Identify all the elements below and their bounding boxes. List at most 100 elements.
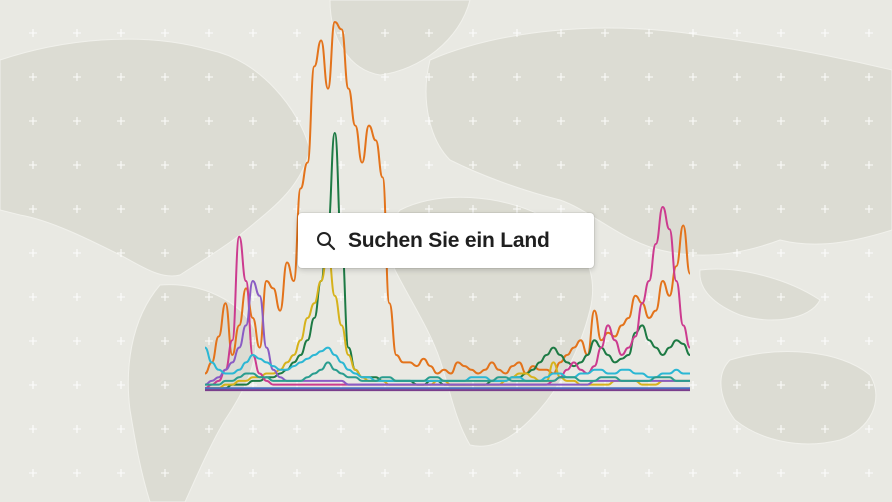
grid-plus-marker bbox=[161, 117, 169, 125]
grid-plus-marker bbox=[689, 249, 697, 257]
grid-plus-marker bbox=[73, 29, 81, 37]
grid-plus-marker bbox=[293, 425, 301, 433]
grid-plus-marker bbox=[293, 117, 301, 125]
grid-plus-marker bbox=[205, 425, 213, 433]
grid-plus-marker bbox=[777, 425, 785, 433]
grid-plus-marker bbox=[865, 117, 873, 125]
grid-plus-marker bbox=[293, 73, 301, 81]
grid-plus-marker bbox=[117, 73, 125, 81]
grid-plus-marker bbox=[689, 161, 697, 169]
grid-plus-marker bbox=[469, 117, 477, 125]
grid-plus-marker bbox=[557, 205, 565, 213]
grid-plus-marker bbox=[29, 293, 37, 301]
grid-plus-marker bbox=[381, 469, 389, 477]
grid-plus-marker bbox=[29, 205, 37, 213]
grid-plus-marker bbox=[777, 293, 785, 301]
grid-plus-marker bbox=[249, 29, 257, 37]
grid-plus-marker bbox=[645, 205, 653, 213]
grid-plus-marker bbox=[117, 205, 125, 213]
grid-plus-marker bbox=[161, 381, 169, 389]
grid-plus-marker bbox=[205, 73, 213, 81]
grid-plus-marker bbox=[777, 205, 785, 213]
grid-plus-marker bbox=[821, 205, 829, 213]
grid-plus-marker bbox=[161, 161, 169, 169]
grid-plus-marker bbox=[865, 337, 873, 345]
grid-plus-marker bbox=[469, 29, 477, 37]
grid-plus-marker bbox=[161, 73, 169, 81]
grid-plus-marker bbox=[557, 469, 565, 477]
grid-plus-marker bbox=[469, 293, 477, 301]
grid-plus-marker bbox=[73, 469, 81, 477]
grid-plus-marker bbox=[469, 469, 477, 477]
grid-plus-marker bbox=[777, 29, 785, 37]
grid-plus-marker bbox=[865, 293, 873, 301]
grid-plus-marker bbox=[733, 381, 741, 389]
grid-plus-marker bbox=[865, 161, 873, 169]
grid-plus-marker bbox=[161, 337, 169, 345]
grid-plus-marker bbox=[73, 425, 81, 433]
grid-plus-marker bbox=[29, 425, 37, 433]
grid-plus-marker bbox=[865, 73, 873, 81]
grid-plus-marker bbox=[821, 73, 829, 81]
grid-plus-marker bbox=[689, 117, 697, 125]
grid-plus-marker bbox=[513, 205, 521, 213]
grid-plus-marker bbox=[689, 381, 697, 389]
grid-plus-marker bbox=[73, 293, 81, 301]
grid-plus-marker bbox=[557, 73, 565, 81]
grid-plus-marker bbox=[865, 29, 873, 37]
grid-plus-marker bbox=[29, 161, 37, 169]
grid-plus-marker bbox=[777, 469, 785, 477]
grid-plus-marker bbox=[821, 293, 829, 301]
grid-plus-marker bbox=[733, 249, 741, 257]
grid-plus-marker bbox=[117, 425, 125, 433]
grid-plus-marker bbox=[205, 117, 213, 125]
grid-plus-marker bbox=[601, 249, 609, 257]
grid-plus-marker bbox=[381, 29, 389, 37]
grid-plus-marker bbox=[337, 73, 345, 81]
grid-plus-marker bbox=[821, 249, 829, 257]
grid-plus-marker bbox=[249, 469, 257, 477]
grid-plus-marker bbox=[117, 29, 125, 37]
grid-plus-marker bbox=[117, 381, 125, 389]
grid-plus-marker bbox=[161, 469, 169, 477]
grid-plus-marker bbox=[73, 337, 81, 345]
grid-plus-marker bbox=[381, 117, 389, 125]
grid-plus-marker bbox=[205, 469, 213, 477]
grid-plus-marker bbox=[469, 425, 477, 433]
grid-plus-marker bbox=[249, 117, 257, 125]
grid-plus-marker bbox=[293, 29, 301, 37]
country-search-box[interactable]: Suchen Sie ein Land bbox=[298, 213, 594, 268]
grid-plus-marker bbox=[425, 161, 433, 169]
grid-plus-marker bbox=[733, 469, 741, 477]
grid-plus-marker bbox=[29, 337, 37, 345]
grid-plus-marker bbox=[249, 73, 257, 81]
grid-plus-marker bbox=[117, 469, 125, 477]
grid-plus-marker bbox=[557, 117, 565, 125]
grid-plus-marker bbox=[513, 425, 521, 433]
grid-plus-marker bbox=[821, 117, 829, 125]
grid-plus-marker bbox=[381, 425, 389, 433]
grid-plus-marker bbox=[73, 73, 81, 81]
grid-plus-marker bbox=[469, 161, 477, 169]
grid-plus-marker bbox=[557, 337, 565, 345]
grid-plus-marker bbox=[865, 425, 873, 433]
grid-plus-marker bbox=[205, 29, 213, 37]
grid-plus-marker bbox=[337, 469, 345, 477]
grid-plus-marker bbox=[337, 293, 345, 301]
grid-plus-marker bbox=[249, 425, 257, 433]
series-line-7 bbox=[205, 361, 690, 386]
grid-plus-marker bbox=[425, 469, 433, 477]
search-placeholder: Suchen Sie ein Land bbox=[348, 228, 550, 252]
grid-plus-marker bbox=[425, 425, 433, 433]
grid-plus-marker bbox=[821, 425, 829, 433]
grid-plus-marker bbox=[161, 29, 169, 37]
grid-plus-marker bbox=[513, 293, 521, 301]
grid-plus-marker bbox=[117, 161, 125, 169]
grid-plus-marker bbox=[689, 425, 697, 433]
grid-plus-marker bbox=[205, 293, 213, 301]
grid-plus-marker bbox=[161, 249, 169, 257]
grid-plus-marker bbox=[821, 161, 829, 169]
grid-plus-marker bbox=[777, 117, 785, 125]
grid-plus-marker bbox=[777, 381, 785, 389]
grid-plus-marker bbox=[513, 117, 521, 125]
